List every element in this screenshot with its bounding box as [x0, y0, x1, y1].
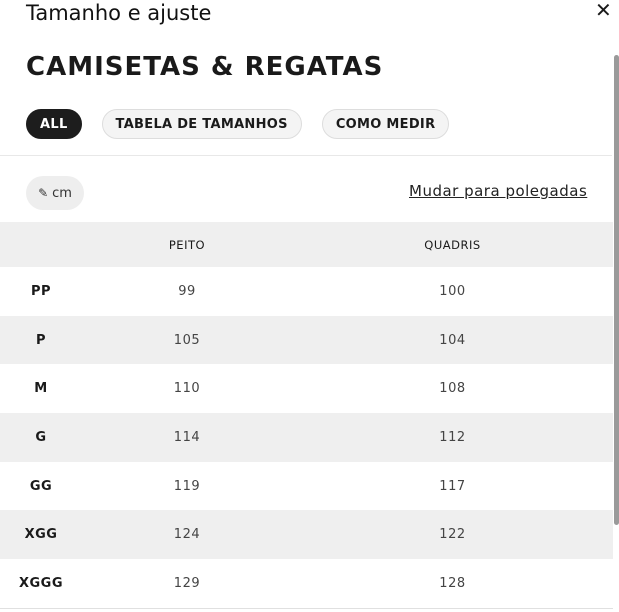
tab-how-to-measure[interactable]: COMO MEDIR	[321, 109, 450, 139]
hips-cell: 108	[439, 381, 466, 397]
chest-cell: 105	[82, 315, 292, 365]
size-cell: G	[0, 413, 82, 462]
hips-cell: 117	[439, 478, 466, 494]
table-row: M 110 108	[0, 364, 613, 413]
hips-cell: 122	[291, 510, 613, 560]
table-row: GG 119 117	[0, 462, 613, 511]
size-cell: GG	[29, 478, 53, 494]
table-row: XGG 124 122	[0, 510, 613, 560]
chest-cell: 114	[82, 413, 292, 462]
modal-title: Tamanho e ajuste	[26, 1, 212, 25]
column-header-hips: QUADRIS	[291, 222, 613, 267]
column-header-chest: PEITO	[82, 222, 292, 267]
size-cell: XGGG	[18, 575, 64, 591]
column-header-size	[0, 222, 82, 267]
size-cell: M	[34, 381, 48, 397]
hips-cell: 128	[439, 575, 466, 591]
chest-cell: 119	[173, 478, 201, 494]
close-icon[interactable]: ✕	[595, 0, 612, 22]
table-row: PP 99 100	[0, 267, 613, 316]
chest-cell: 129	[173, 575, 201, 591]
scrollbar[interactable]	[614, 55, 619, 525]
tab-size-table[interactable]: TABELA DE TAMANHOS	[101, 109, 302, 139]
table-row: P 105 104	[0, 315, 613, 365]
table-row: XGGG 129 128	[0, 559, 613, 608]
chest-cell: 124	[82, 510, 292, 560]
size-cell: P	[0, 315, 82, 365]
tab-bar: ALL TABELA DE TAMANHOS COMO MEDIR	[26, 109, 450, 139]
page-title: CAMISETAS & REGATAS	[26, 52, 384, 82]
size-cell: PP	[30, 283, 52, 299]
tab-all[interactable]: ALL	[26, 109, 82, 139]
ruler-icon: ✎	[38, 186, 49, 200]
hips-cell: 104	[291, 315, 613, 365]
divider	[0, 155, 612, 156]
unit-label: cm	[52, 185, 72, 201]
switch-to-inches-link[interactable]: Mudar para polegadas	[409, 182, 588, 200]
size-table: PEITO QUADRIS PP 99 100 P 105 104 M 110 108 G 114 1…	[0, 222, 613, 609]
chest-cell: 99	[178, 283, 196, 299]
chest-cell: 110	[173, 381, 201, 397]
size-cell: XGG	[0, 510, 82, 560]
table-header: PEITO QUADRIS	[0, 222, 613, 267]
hips-cell: 112	[291, 413, 613, 462]
hips-cell: 100	[439, 283, 466, 299]
table-row: G 114 112	[0, 413, 613, 462]
unit-badge[interactable]: ✎ cm	[26, 176, 84, 210]
